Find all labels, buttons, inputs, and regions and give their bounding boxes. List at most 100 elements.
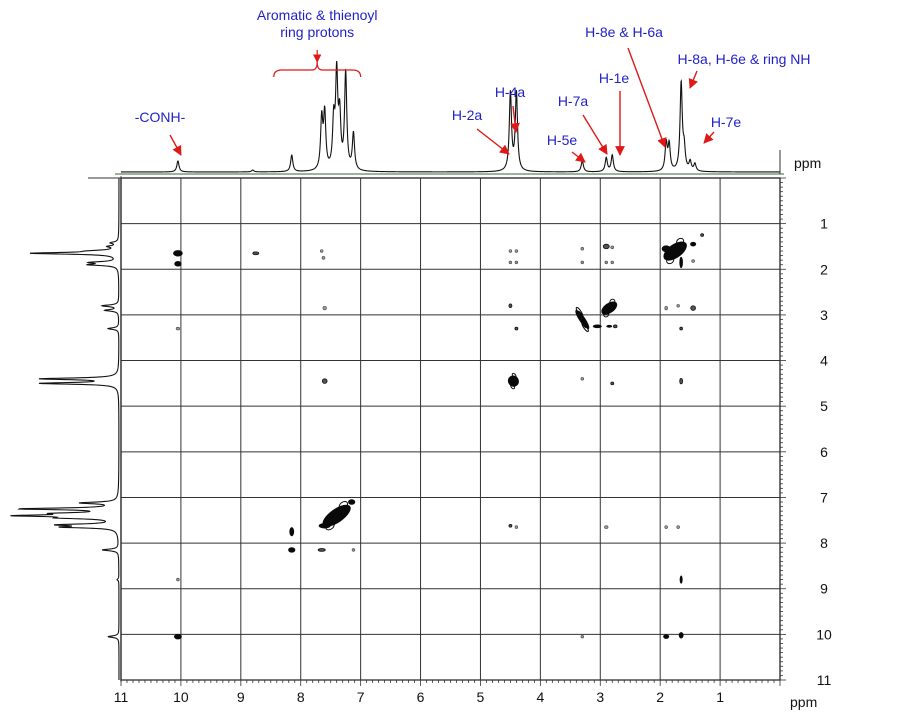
annotation-bracket <box>273 61 362 78</box>
x-axis-tick-labels: 11 10 9 8 7 6 5 4 3 2 1 <box>114 689 724 705</box>
cross-peak <box>580 247 584 251</box>
peak-annotation: H-4a <box>495 84 526 133</box>
cross-peak <box>174 633 182 640</box>
y-axis-unit-label: ppm <box>794 155 821 171</box>
peak-annotation: H-7a <box>558 93 608 155</box>
peak-annotation: H-5e <box>547 132 586 163</box>
cross-peak <box>613 324 618 329</box>
annotation-label: H-2a <box>452 107 483 123</box>
cross-peak <box>690 305 696 311</box>
annotation-label: H-7a <box>558 93 589 109</box>
annotation-label-line2: ring protons <box>280 24 354 40</box>
y-tick-label: 2 <box>820 261 828 277</box>
left-projection-trace <box>10 178 120 680</box>
peak-annotation: H-1e <box>599 70 630 156</box>
annotation-label: H-8e & H-6a <box>585 24 663 40</box>
cross-peak <box>321 378 328 384</box>
cross-peak <box>580 260 584 265</box>
cross-peak <box>514 326 519 331</box>
cross-peak <box>676 525 680 529</box>
y-tick-label: 4 <box>820 353 828 369</box>
y-tick-label: 11 <box>817 672 832 688</box>
x-tick-label: 7 <box>357 689 365 705</box>
y-tick-label: 8 <box>820 535 828 551</box>
y-tick-label: 9 <box>820 581 828 597</box>
x-tick-label: 9 <box>237 689 245 705</box>
grid-lines <box>120 178 780 681</box>
cross-peak <box>351 548 356 552</box>
annotation-arrow <box>703 131 715 144</box>
cross-peak <box>514 260 519 265</box>
cross-peak <box>288 547 296 553</box>
cross-peaks <box>173 233 705 640</box>
x-tick-label: 10 <box>173 689 189 705</box>
y-tick-label: 7 <box>820 489 828 505</box>
axis-minor-ticks <box>120 177 786 686</box>
annotation-arrow <box>582 114 608 155</box>
cross-peak <box>174 261 182 267</box>
annotation-label: H-1e <box>599 70 630 86</box>
cross-peak <box>319 249 324 253</box>
cross-peak <box>514 249 519 253</box>
annotation-arrow <box>688 70 698 89</box>
cross-peak <box>610 245 615 250</box>
cross-peak <box>691 259 695 263</box>
cross-peak <box>678 632 684 639</box>
annotation-label: H-8a, H-6e & ring NH <box>677 51 810 67</box>
cross-peak <box>664 305 668 311</box>
peak-annotation: H-8e & H-6a <box>585 24 667 148</box>
cross-peak <box>700 233 705 237</box>
left-projection-spectrum <box>10 176 122 682</box>
cross-peak <box>679 326 683 331</box>
cross-peak <box>173 250 183 257</box>
y-tick-label: 3 <box>820 307 828 323</box>
cross-peak <box>508 303 513 309</box>
cross-peak <box>676 304 680 308</box>
annotation-arrow <box>627 47 667 148</box>
cross-peak <box>679 256 683 269</box>
cross-peak <box>508 260 513 265</box>
cross-peak <box>604 525 609 529</box>
cross-peak <box>601 298 618 318</box>
cross-peak <box>606 324 613 328</box>
annotation-arrow <box>169 134 182 156</box>
x-axis-unit-label: ppm <box>790 694 817 710</box>
y-tick-label: 10 <box>816 626 832 642</box>
cross-peak <box>318 523 331 529</box>
cross-peak <box>580 634 584 639</box>
cross-peak <box>508 249 513 253</box>
cross-peak <box>664 525 668 529</box>
x-tick-label: 8 <box>297 689 305 705</box>
cross-peak <box>317 548 326 552</box>
cross-peak <box>690 241 697 247</box>
cross-peak <box>610 381 615 386</box>
cross-peak <box>508 523 513 528</box>
cross-peak <box>252 251 260 256</box>
peak-annotation: H-8a, H-6e & ring NH <box>677 51 811 89</box>
cross-peak <box>289 527 295 537</box>
annotation-label: -CONH- <box>135 109 186 125</box>
peak-annotation: -CONH- <box>135 109 186 156</box>
annotation-label: Aromatic & thienoyl <box>257 7 378 23</box>
cross-peak <box>175 326 181 331</box>
cross-peak <box>322 305 327 311</box>
x-tick-label: 11 <box>114 689 129 705</box>
y-tick-label: 1 <box>820 216 828 232</box>
cross-peak <box>604 260 608 265</box>
cross-peak <box>322 501 351 531</box>
x-tick-label: 1 <box>716 689 724 705</box>
annotation-label: H-5e <box>547 132 578 148</box>
cross-peak <box>580 377 584 381</box>
peak-annotation: H-7e <box>703 114 741 144</box>
top-projection-trace <box>121 60 780 173</box>
annotation-label: H-4a <box>495 84 526 100</box>
x-tick-label: 5 <box>477 689 485 705</box>
cross-peak <box>348 499 356 505</box>
annotation-arrow <box>571 151 586 163</box>
x-tick-label: 4 <box>536 689 544 705</box>
cross-peak <box>602 243 610 250</box>
cross-peak <box>610 260 614 265</box>
x-tick-label: 2 <box>656 689 664 705</box>
